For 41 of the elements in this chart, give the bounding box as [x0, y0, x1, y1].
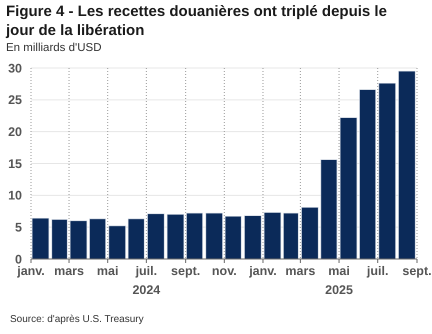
bar — [147, 213, 164, 260]
y-tick-label: 20 — [8, 125, 22, 140]
bar — [32, 218, 50, 260]
bar — [301, 207, 319, 260]
bar — [70, 220, 88, 260]
bar — [108, 226, 126, 260]
bar — [283, 212, 299, 260]
x-tick-label: nov. — [212, 264, 237, 278]
bar — [244, 215, 262, 260]
x-tick-label: sept. — [402, 264, 432, 278]
bar — [359, 89, 376, 260]
x-tick-label: janv. — [16, 264, 45, 278]
x-tick-label: mars — [54, 264, 84, 278]
x-tick-label: sept. — [171, 264, 200, 278]
x-tick-label: juil. — [366, 264, 388, 278]
bar — [128, 218, 145, 260]
bar — [398, 70, 416, 260]
bar — [340, 117, 358, 260]
bar — [378, 82, 396, 260]
x-tick-label: mai — [96, 264, 118, 278]
bar — [166, 214, 184, 260]
bar — [224, 216, 242, 260]
y-tick-label: 30 — [8, 61, 22, 76]
x-tick-label: janv. — [248, 264, 277, 278]
source-note: Source: d'après U.S. Treasury — [10, 314, 144, 325]
bar — [206, 212, 223, 260]
y-tick-label: 25 — [8, 93, 22, 108]
y-tick-label: 15 — [8, 156, 22, 171]
x-tick-label: mai 2025 — [325, 264, 353, 297]
bar — [186, 212, 203, 260]
x-tick-label: mars — [285, 264, 316, 278]
chart-title: Figure 4 - Les recettes douanières ont triplé depuis le jour de la libération — [5, 3, 387, 39]
bar — [89, 218, 106, 260]
bar — [52, 219, 68, 260]
bar — [264, 212, 282, 260]
chart-subtitle: En milliards d'USD — [6, 42, 102, 54]
y-tick-label: 0 — [15, 252, 22, 266]
y-tick-label: 10 — [8, 188, 22, 203]
bar — [320, 159, 338, 260]
x-tick-label: juil. 2024 — [132, 264, 160, 297]
y-tick-label: 5 — [15, 220, 22, 235]
